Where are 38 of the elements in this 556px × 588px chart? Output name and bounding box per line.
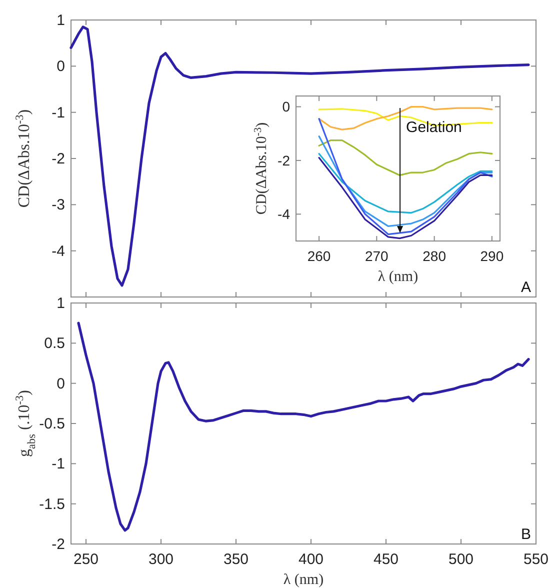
y-tick-label: -2	[278, 152, 290, 168]
y-tick-label: -3	[52, 196, 65, 214]
x-tick-label: 290	[480, 248, 504, 264]
x-axis-title: λ (nm)	[283, 572, 324, 588]
y-tick-label: 0	[56, 375, 65, 392]
x-tick-label: 400	[298, 551, 324, 568]
y-tick-label: 1	[56, 295, 65, 312]
annotation: A	[520, 279, 531, 296]
y-tick-label: -2	[52, 150, 65, 168]
y-tick-label: -2	[52, 536, 65, 553]
line-series	[318, 106, 493, 130]
y-tick-label: -4	[52, 242, 65, 260]
x-tick-label: 270	[365, 248, 389, 264]
y-tick-label: 0	[56, 58, 65, 76]
annotation: Gelation	[406, 119, 462, 136]
x-tick-label: 280	[422, 248, 446, 264]
line-series	[318, 118, 493, 236]
y-tick-label: -4	[278, 206, 290, 222]
y-tick-label: -0.5	[39, 416, 65, 432]
y-tick-label: -1	[52, 456, 65, 473]
annotation: B	[520, 526, 531, 543]
line-series	[318, 156, 493, 240]
line-series	[318, 140, 493, 176]
y-tick-label: 1	[56, 12, 65, 29]
x-tick-label: 250	[73, 551, 99, 568]
y-tick-label: -1.5	[39, 496, 65, 513]
x-tick-label: 300	[148, 551, 174, 568]
line-series	[318, 135, 493, 228]
x-tick-label: 260	[307, 248, 331, 264]
y-tick-label: -1	[52, 104, 65, 122]
x-tick-label: 550	[523, 551, 549, 568]
y-tick-label: 0.5	[44, 335, 65, 352]
line-series	[318, 152, 493, 214]
x-tick-label: 350	[223, 551, 249, 568]
x-tick-label: 500	[448, 551, 474, 568]
y-tick-label: 0	[282, 98, 290, 115]
x-axis-title: λ (nm)	[378, 269, 418, 285]
x-tick-label: 450	[373, 551, 399, 568]
